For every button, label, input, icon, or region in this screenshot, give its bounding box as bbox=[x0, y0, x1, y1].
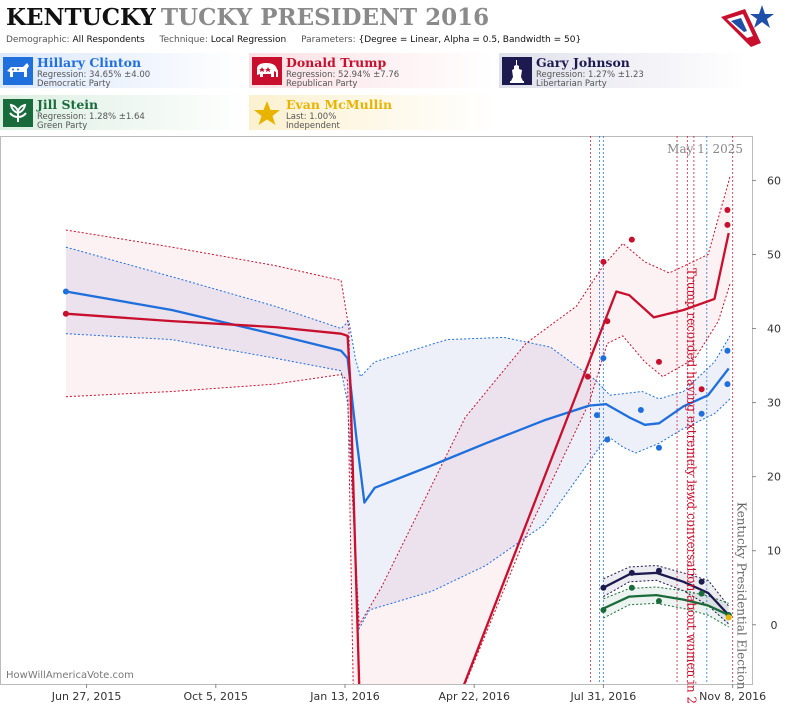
candidate-party: Libertarian Party bbox=[536, 79, 607, 88]
data-point bbox=[62, 288, 69, 295]
data-point bbox=[698, 410, 705, 417]
data-point bbox=[698, 590, 705, 597]
title-race: TUCKY PRESIDENT 2016 bbox=[160, 4, 490, 31]
band-upper-edge bbox=[603, 586, 729, 604]
elephant-icon bbox=[252, 56, 282, 86]
y-tick-label: 40 bbox=[767, 323, 781, 336]
watermark: HowWillAmericaVote.com bbox=[6, 670, 134, 681]
legend-item-trump: Donald Trump Regression: 52.94% ±7.76 Re… bbox=[249, 53, 496, 88]
candidate-name: Gary Johnson bbox=[536, 55, 630, 70]
y-tick-label: 60 bbox=[767, 174, 781, 187]
data-point bbox=[655, 358, 662, 365]
candidate-party: Green Party bbox=[37, 121, 88, 130]
candidate-name: Evan McMullin bbox=[286, 97, 393, 112]
legend-item-mcmullin: Evan McMullin Last: 1.00% Independent bbox=[249, 95, 496, 130]
y-tick-label: 30 bbox=[767, 397, 781, 410]
parameters-line: Demographic: All Respondents Technique: … bbox=[6, 35, 593, 45]
data-point bbox=[655, 567, 662, 574]
donkey-icon bbox=[3, 56, 33, 86]
title-state: KENTUCKY bbox=[6, 4, 156, 31]
candidate-name: Hillary Clinton bbox=[37, 55, 142, 70]
data-point bbox=[604, 436, 611, 443]
candidate-name: Jill Stein bbox=[37, 97, 99, 112]
data-point bbox=[724, 207, 731, 214]
candidate-regression: Regression: 1.27% ±1.23 bbox=[536, 70, 644, 80]
series-line bbox=[602, 571, 730, 616]
data-point bbox=[655, 598, 662, 605]
param-value: All Respondents bbox=[72, 35, 145, 45]
chart-date-label: May 1, 2025 bbox=[667, 142, 743, 156]
plot-border bbox=[0, 136, 753, 685]
series-line bbox=[602, 593, 730, 617]
candidate-regression: Regression: 34.65% ±4.00 bbox=[37, 70, 151, 80]
data-point bbox=[600, 355, 607, 362]
data-point bbox=[637, 407, 644, 413]
data-point bbox=[62, 310, 69, 317]
param-label: Parameters: bbox=[301, 35, 356, 45]
data-point bbox=[604, 318, 611, 325]
confidence-band bbox=[65, 176, 730, 684]
param-label: Demographic: bbox=[6, 35, 70, 45]
legend-item-clinton: Hillary Clinton Regression: 34.65% ±4.00… bbox=[0, 53, 247, 88]
data-point bbox=[628, 236, 635, 243]
series-line bbox=[65, 290, 730, 504]
election-annotation: Kentucky Presidential Election bbox=[735, 502, 749, 690]
series-line bbox=[65, 232, 730, 684]
star-swoosh-logo-icon bbox=[717, 3, 777, 49]
candidate-party: Independent bbox=[286, 121, 340, 130]
leaf-icon bbox=[3, 98, 33, 128]
x-tick-label: Jun 27, 2015 bbox=[51, 690, 122, 703]
statue-of-liberty-icon bbox=[502, 56, 532, 86]
data-point bbox=[593, 412, 600, 419]
data-point bbox=[584, 373, 591, 380]
data-point bbox=[698, 386, 705, 393]
data-point bbox=[600, 606, 607, 613]
candidate-regression: Last: 1.00% bbox=[286, 112, 337, 122]
data-point bbox=[600, 258, 607, 265]
data-point bbox=[724, 221, 731, 228]
band-upper-edge bbox=[603, 564, 730, 607]
data-point bbox=[628, 584, 635, 591]
star-icon bbox=[252, 98, 282, 128]
data-point bbox=[724, 381, 731, 388]
confidence-band bbox=[603, 565, 729, 624]
param-value: {Degree = Linear, Alpha = 0.5, Bandwidth… bbox=[358, 35, 582, 45]
candidate-party: Democratic Party bbox=[37, 79, 111, 88]
param-value: Local Regression bbox=[210, 35, 287, 45]
candidate-name: Donald Trump bbox=[286, 55, 387, 70]
candidate-party: Republican Party bbox=[286, 79, 358, 88]
legend-item-stein: Jill Stein Regression: 1.28% ±1.64 Green… bbox=[0, 95, 247, 130]
chart-title: KENTUCKY TUCKY PRESIDENT 2016 bbox=[6, 4, 489, 34]
x-tick-label: Jul 31, 2016 bbox=[570, 690, 637, 703]
band-lower-edge bbox=[603, 579, 730, 625]
x-tick-label: Oct 5, 2015 bbox=[184, 690, 249, 703]
data-point bbox=[725, 614, 732, 621]
event-annotation: Trump recorded having extremely lewd con… bbox=[684, 268, 698, 704]
y-tick-label: 50 bbox=[767, 248, 781, 261]
confidence-band bbox=[65, 247, 730, 629]
candidate-regression: Regression: 52.94% ±7.76 bbox=[286, 70, 400, 80]
y-tick-label: 10 bbox=[767, 545, 781, 558]
band-lower-edge bbox=[603, 602, 729, 628]
candidate-regression: Regression: 1.28% ±1.64 bbox=[37, 112, 145, 122]
y-tick-label: 0 bbox=[771, 619, 778, 632]
x-tick-label: Nov 8, 2016 bbox=[699, 690, 766, 703]
data-point bbox=[600, 584, 607, 591]
param-label: Technique: bbox=[159, 35, 208, 45]
y-tick-label: 20 bbox=[767, 471, 781, 484]
chart-svg: 0 10 20 30 40 50 60 Jun 27, 2015 Oct 5, 2015 Jan … bbox=[0, 136, 781, 708]
x-tick-label: Apr 22, 2016 bbox=[438, 690, 510, 703]
data-point bbox=[655, 444, 662, 451]
legend-item-johnson: Gary Johnson Regression: 1.27% ±1.23 Lib… bbox=[499, 53, 746, 88]
band-lower-edge bbox=[65, 283, 731, 684]
data-point bbox=[628, 569, 635, 576]
data-point bbox=[724, 347, 731, 354]
x-tick-label: Jan 13, 2016 bbox=[309, 690, 379, 703]
chart-area: 0 10 20 30 40 50 60 Jun 27, 2015 Oct 5, 2015 Jan … bbox=[0, 136, 789, 708]
band-upper-edge bbox=[65, 176, 731, 627]
data-point bbox=[698, 578, 705, 585]
